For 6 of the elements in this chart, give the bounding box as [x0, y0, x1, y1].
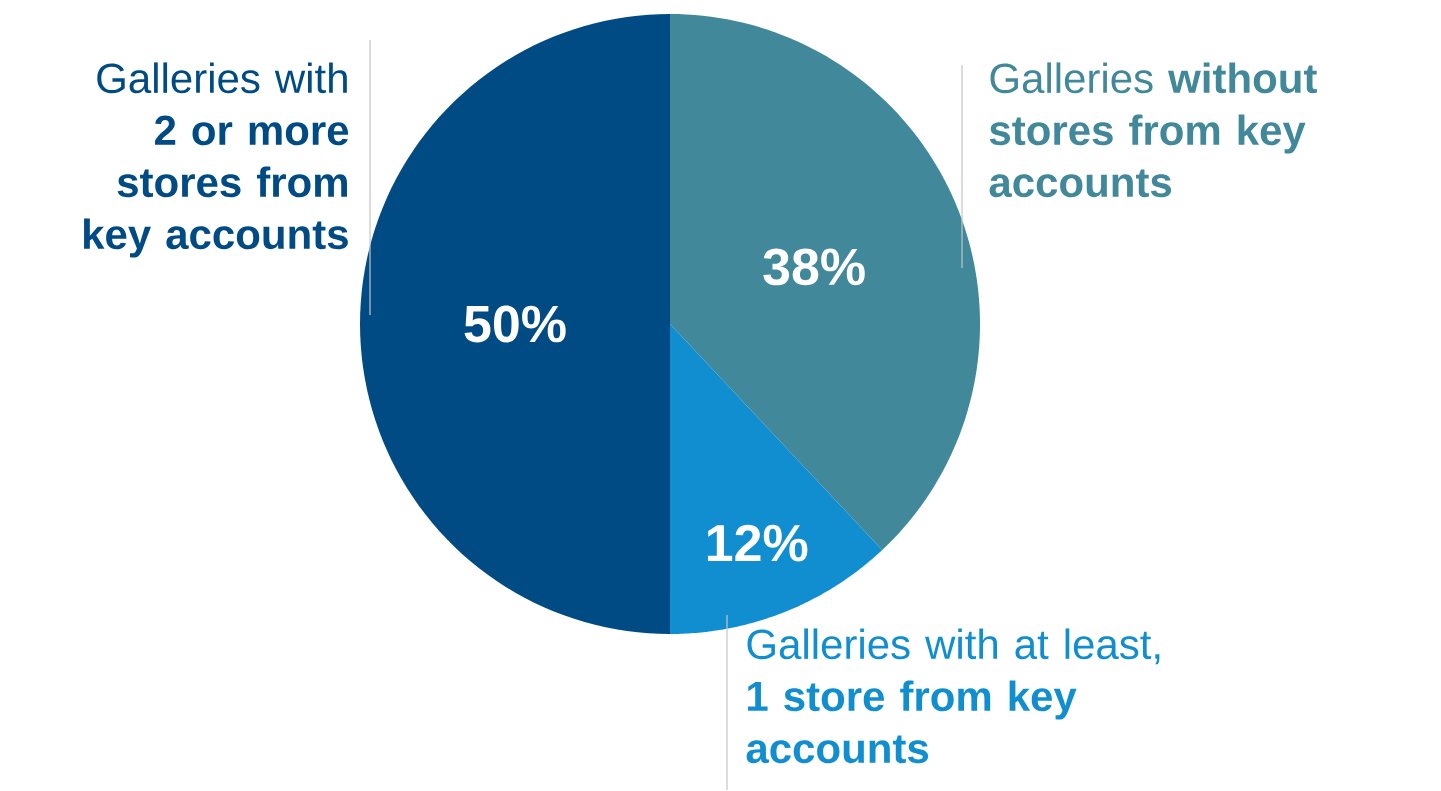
- slice-label: Galleries with 2 or more stores from key accounts: [84, 62, 349, 258]
- data-label: 50%: [464, 305, 566, 343]
- slice-label: Galleries without stores from key accounts: [989, 62, 1317, 198]
- data-label: 12%: [707, 524, 808, 562]
- data-label: 38%: [763, 248, 865, 286]
- slice-label: Galleries with at least, 1 store from key accounts: [746, 628, 1160, 764]
